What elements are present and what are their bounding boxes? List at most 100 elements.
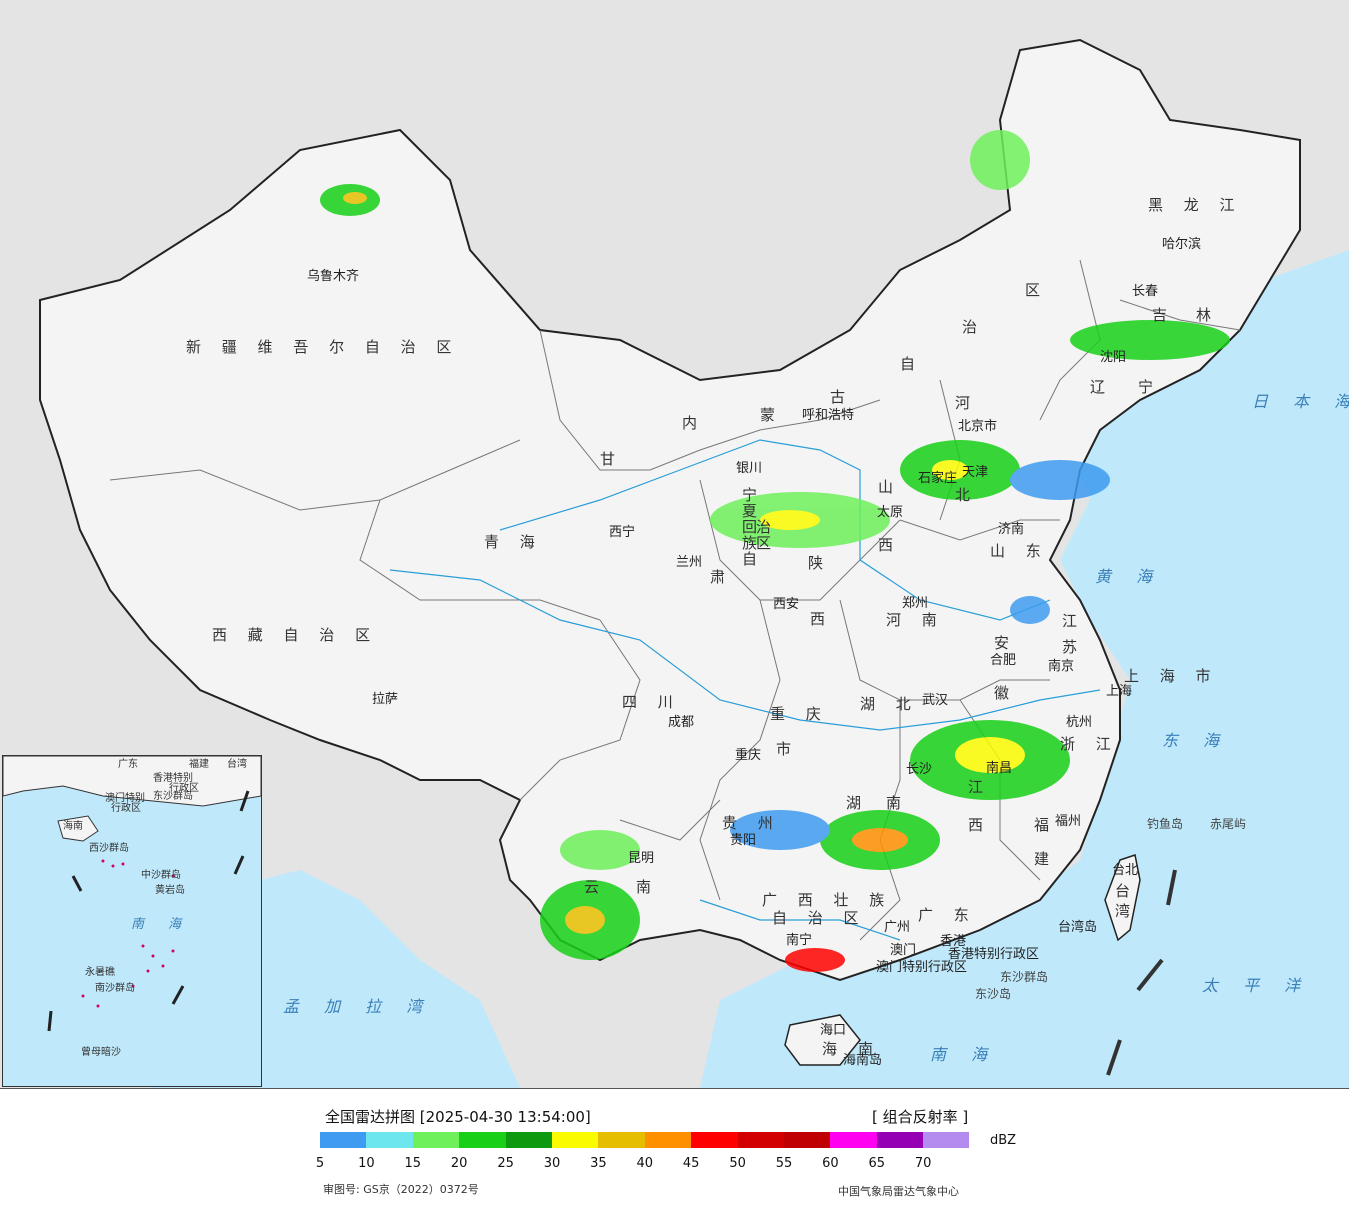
province-label: 治 [962, 318, 986, 336]
city-label[interactable]: 郑州 [902, 596, 929, 611]
city-label[interactable]: 海口 [820, 1023, 847, 1038]
city-label[interactable]: 澳门 [890, 943, 917, 958]
city-label[interactable]: 西安 [773, 597, 800, 612]
city-label[interactable]: 杭州 [1066, 715, 1093, 730]
color-swatch [551, 1132, 599, 1148]
color-swatch [598, 1132, 645, 1148]
inset-canvas [3, 756, 261, 1032]
city-label[interactable]: 广州 [884, 920, 911, 935]
south-china-sea-inset: 广东 福建 台湾 香港特别 行政区 澳门特别 行政区 海南 西沙群岛 中沙群岛 … [2, 755, 262, 1087]
province-label: 建 [1034, 850, 1058, 868]
city-label[interactable]: 武汉 [922, 693, 949, 708]
city-label[interactable]: 银川 [736, 461, 763, 476]
province-label: 浙 江 [1060, 735, 1119, 753]
province-label: 重 庆 [770, 705, 829, 723]
province-label: 广 西 壮 族 [762, 891, 893, 909]
city-label[interactable]: 乌鲁木齐 [307, 269, 360, 284]
city-label[interactable]: 合肥 [990, 653, 1017, 668]
city-label[interactable]: 长春 [1132, 284, 1159, 299]
city-label[interactable]: 哈尔滨 [1162, 237, 1202, 252]
city-label[interactable]: 太原 [877, 505, 904, 520]
province-label: 回 [742, 518, 766, 536]
city-label[interactable]: 北京市 [958, 419, 998, 434]
inset-label: 香港特别 [153, 773, 193, 784]
city-label[interactable]: 福州 [1055, 814, 1082, 829]
province-label: 山 东 [990, 542, 1049, 560]
color-swatch [366, 1132, 413, 1148]
scale-tick-label: 35 [590, 1156, 607, 1171]
city-label[interactable]: 沈阳 [1100, 350, 1127, 365]
province-label: 北 [955, 486, 979, 504]
color-swatch [923, 1132, 970, 1148]
province-label: 自 [900, 355, 924, 373]
inset-label: 行政区 [111, 803, 141, 814]
province-label: 河 [955, 394, 979, 412]
city-label[interactable]: 西宁 [609, 525, 636, 540]
province-label: 台 [1115, 882, 1139, 900]
inset-label: 台湾 [227, 759, 247, 770]
city-label[interactable]: 石家庄 [918, 471, 958, 486]
city-label[interactable]: 呼和浩特 [802, 408, 855, 423]
province-label: 南 [636, 878, 660, 896]
city-label[interactable]: 重庆 [735, 748, 762, 763]
inset-label: 中沙群岛 [141, 870, 181, 881]
color-swatch [783, 1132, 831, 1148]
city-label[interactable]: 天津 [962, 465, 989, 480]
color-scale [320, 1132, 970, 1148]
city-label[interactable]: 长沙 [906, 762, 933, 777]
radar-map[interactable]: 新 疆 维 吾 尔 自 治 区 西 藏 自 治 区 青 海 甘 肃 内 蒙 古 … [0, 0, 1349, 1089]
color-swatch [505, 1132, 552, 1148]
province-label: 甘 [600, 450, 624, 468]
city-label[interactable]: 拉萨 [372, 692, 399, 707]
taiwan-island [1104, 854, 1141, 942]
sea-label: 孟 加 拉 湾 [283, 997, 433, 1016]
province-label: 内 [682, 414, 706, 432]
inset-label: 西沙群岛 [89, 843, 129, 854]
province-label: 西 藏 自 治 区 [212, 626, 379, 644]
city-label[interactable]: 香港 [940, 934, 967, 949]
city-label[interactable]: 济南 [998, 522, 1025, 537]
city-label[interactable]: 成都 [668, 715, 695, 730]
province-label: 西 [810, 610, 834, 628]
province-label: 西 [968, 816, 992, 834]
ocean-area [700, 250, 1349, 1088]
scale-tick-label: 40 [636, 1156, 654, 1171]
approval-number: 审图号: GS京（2022）0372号 [323, 1183, 479, 1196]
province-label: 林 [1196, 306, 1220, 324]
city-label[interactable]: 上海 [1106, 684, 1133, 699]
city-label[interactable]: 兰州 [676, 555, 703, 570]
city-label: 台湾岛 [1058, 920, 1098, 935]
city-label[interactable]: 贵阳 [730, 833, 757, 848]
province-label: 区 [1025, 281, 1049, 299]
inset-label: 广东 [118, 759, 138, 770]
province-label: 区 [756, 534, 780, 552]
province-label: 苏 [1062, 638, 1086, 656]
inset-label: 海南 [63, 821, 83, 832]
inset-sea-label: 南 海 [131, 917, 192, 932]
province-label: 夏 [742, 502, 766, 520]
sea-label: 日 本 海 [1252, 392, 1349, 411]
maritime-boundary [1106, 869, 1177, 1076]
color-swatch [691, 1132, 738, 1148]
source-credit: 中国气象局雷达气象中心 [838, 1185, 959, 1198]
inset-label: 南沙群岛 [95, 983, 135, 994]
province-label: 自 [742, 550, 766, 568]
rivers [389, 439, 1101, 941]
city-label[interactable]: 南昌 [986, 761, 1013, 776]
city-label: 澳门特别行政区 [876, 960, 968, 975]
province-label: 江 [1062, 612, 1086, 630]
island-label: 赤尾屿 [1210, 817, 1247, 831]
scale-tick-label: 45 [682, 1156, 700, 1171]
city-label[interactable]: 台北 [1112, 863, 1139, 878]
color-swatch [876, 1132, 924, 1148]
province-label: 自 治 区 [772, 909, 867, 927]
color-swatch [737, 1132, 784, 1148]
province-label: 广 东 [918, 906, 977, 924]
city-label[interactable]: 南京 [1048, 659, 1075, 674]
scale-tick-label: 60 [822, 1156, 839, 1171]
city-label[interactable]: 昆明 [628, 851, 655, 866]
inset-label: 黄岩岛 [155, 885, 185, 896]
province-label: 新 疆 维 吾 尔 自 治 区 [186, 338, 460, 356]
city-label[interactable]: 南宁 [786, 933, 813, 948]
province-label: 湖 北 [860, 695, 919, 713]
